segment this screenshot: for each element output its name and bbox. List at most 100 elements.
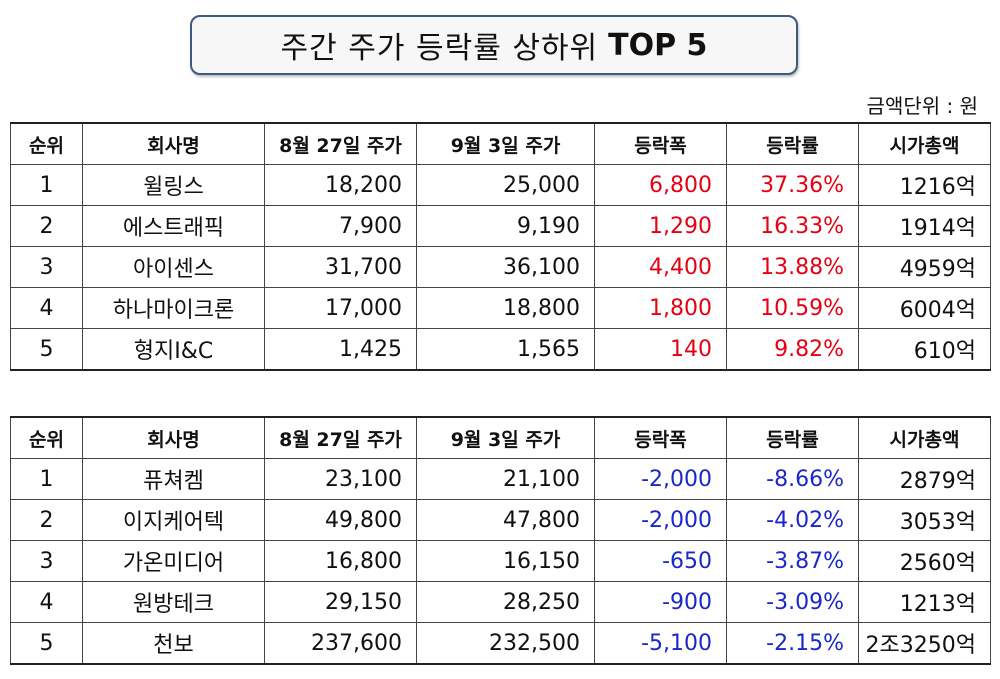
change-cell: -5,100 <box>594 622 727 665</box>
header-company: 회사명 <box>82 416 265 459</box>
table-row: 3 아이센스 31,700 36,100 4,400 13.88% 4959억 <box>10 246 991 288</box>
market-cap-cell: 4959억 <box>858 246 991 288</box>
table-row: 4 하나마이크론 17,000 18,800 1,800 10.59% 6004… <box>10 287 991 329</box>
price-0903-cell: 9,190 <box>416 205 595 247</box>
market-cap-cell: 2879억 <box>858 458 991 500</box>
losers-table: 순위 회사명 8월 27일 주가 9월 3일 주가 등락폭 등락률 시가총액 1… <box>10 416 991 665</box>
price-0903-cell: 36,100 <box>416 246 595 288</box>
price-0827-cell: 1,425 <box>264 328 417 371</box>
gainers-table: 순위 회사명 8월 27일 주가 9월 3일 주가 등락폭 등락률 시가총액 1… <box>10 122 991 371</box>
rank-cell: 1 <box>10 458 83 500</box>
market-cap-cell: 610억 <box>858 328 991 371</box>
rate-cell: -2.15% <box>726 622 859 665</box>
table-row: 1 윌링스 18,200 25,000 6,800 37.36% 1216억 <box>10 164 991 206</box>
change-cell: -650 <box>594 540 727 582</box>
rate-cell: -4.02% <box>726 499 859 541</box>
rank-cell: 4 <box>10 581 83 623</box>
unit-label: 금액단위 : 원 <box>866 94 978 118</box>
market-cap-cell: 6004억 <box>858 287 991 329</box>
company-cell: 퓨쳐켐 <box>82 458 265 500</box>
market-cap-cell: 1914억 <box>858 205 991 247</box>
title-main: 주간 주가 등락률 상하위 <box>280 31 599 66</box>
rank-cell: 5 <box>10 622 83 665</box>
market-cap-cell: 3053억 <box>858 499 991 541</box>
change-cell: -2,000 <box>594 458 727 500</box>
market-cap-cell: 2560억 <box>858 540 991 582</box>
rate-cell: -8.66% <box>726 458 859 500</box>
rank-cell: 3 <box>10 246 83 288</box>
market-cap-cell: 1213억 <box>858 581 991 623</box>
company-cell: 원방테크 <box>82 581 265 623</box>
change-cell: 1,290 <box>594 205 727 247</box>
header-rank: 순위 <box>10 122 83 165</box>
header-change: 등락폭 <box>594 122 727 165</box>
company-cell: 아이센스 <box>82 246 265 288</box>
price-0903-cell: 18,800 <box>416 287 595 329</box>
title-emphasis: TOP 5 <box>608 27 708 63</box>
table-row: 4 원방테크 29,150 28,250 -900 -3.09% 1213억 <box>10 581 991 623</box>
rank-cell: 4 <box>10 287 83 329</box>
rate-cell: 9.82% <box>726 328 859 371</box>
header-price-0903: 9월 3일 주가 <box>416 416 595 459</box>
rate-cell: 13.88% <box>726 246 859 288</box>
price-0903-cell: 21,100 <box>416 458 595 500</box>
gainers-header-row: 순위 회사명 8월 27일 주가 9월 3일 주가 등락폭 등락률 시가총액 <box>10 122 991 165</box>
price-0903-cell: 28,250 <box>416 581 595 623</box>
header-market-cap: 시가총액 <box>858 122 991 165</box>
table-row: 2 이지케어텍 49,800 47,800 -2,000 -4.02% 3053… <box>10 499 991 541</box>
price-0827-cell: 18,200 <box>264 164 417 206</box>
price-0827-cell: 237,600 <box>264 622 417 665</box>
rate-cell: -3.09% <box>726 581 859 623</box>
price-0903-cell: 47,800 <box>416 499 595 541</box>
change-cell: -900 <box>594 581 727 623</box>
table-row: 5 형지I&C 1,425 1,565 140 9.82% 610억 <box>10 328 991 371</box>
table-row: 2 에스트래픽 7,900 9,190 1,290 16.33% 1914억 <box>10 205 991 247</box>
company-cell: 에스트래픽 <box>82 205 265 247</box>
header-market-cap: 시가총액 <box>858 416 991 459</box>
change-cell: 6,800 <box>594 164 727 206</box>
header-price-0827: 8월 27일 주가 <box>264 416 417 459</box>
table-row: 5 천보 237,600 232,500 -5,100 -2.15% 2조325… <box>10 622 991 665</box>
market-cap-cell: 2조3250억 <box>858 622 991 665</box>
company-cell: 이지케어텍 <box>82 499 265 541</box>
rank-cell: 2 <box>10 499 83 541</box>
price-0903-cell: 1,565 <box>416 328 595 371</box>
company-cell: 하나마이크론 <box>82 287 265 329</box>
header-company: 회사명 <box>82 122 265 165</box>
header-rate: 등락률 <box>726 122 859 165</box>
header-price-0827: 8월 27일 주가 <box>264 122 417 165</box>
price-0827-cell: 31,700 <box>264 246 417 288</box>
change-cell: 140 <box>594 328 727 371</box>
change-cell: -2,000 <box>594 499 727 541</box>
price-0827-cell: 29,150 <box>264 581 417 623</box>
table-row: 3 가온미디어 16,800 16,150 -650 -3.87% 2560억 <box>10 540 991 582</box>
company-cell: 형지I&C <box>82 328 265 371</box>
rate-cell: -3.87% <box>726 540 859 582</box>
price-0827-cell: 17,000 <box>264 287 417 329</box>
change-cell: 1,800 <box>594 287 727 329</box>
company-cell: 천보 <box>82 622 265 665</box>
price-0903-cell: 16,150 <box>416 540 595 582</box>
price-0827-cell: 49,800 <box>264 499 417 541</box>
header-rate: 등락률 <box>726 416 859 459</box>
header-change: 등락폭 <box>594 416 727 459</box>
rate-cell: 10.59% <box>726 287 859 329</box>
price-0827-cell: 16,800 <box>264 540 417 582</box>
change-cell: 4,400 <box>594 246 727 288</box>
price-0903-cell: 25,000 <box>416 164 595 206</box>
rate-cell: 37.36% <box>726 164 859 206</box>
rank-cell: 5 <box>10 328 83 371</box>
price-0903-cell: 232,500 <box>416 622 595 665</box>
company-cell: 윌링스 <box>82 164 265 206</box>
page-title: 주간 주가 등락률 상하위 TOP 5 <box>190 15 798 75</box>
rank-cell: 2 <box>10 205 83 247</box>
price-0827-cell: 23,100 <box>264 458 417 500</box>
market-cap-cell: 1216억 <box>858 164 991 206</box>
rank-cell: 3 <box>10 540 83 582</box>
rate-cell: 16.33% <box>726 205 859 247</box>
losers-header-row: 순위 회사명 8월 27일 주가 9월 3일 주가 등락폭 등락률 시가총액 <box>10 416 991 459</box>
price-0827-cell: 7,900 <box>264 205 417 247</box>
company-cell: 가온미디어 <box>82 540 265 582</box>
rank-cell: 1 <box>10 164 83 206</box>
header-rank: 순위 <box>10 416 83 459</box>
